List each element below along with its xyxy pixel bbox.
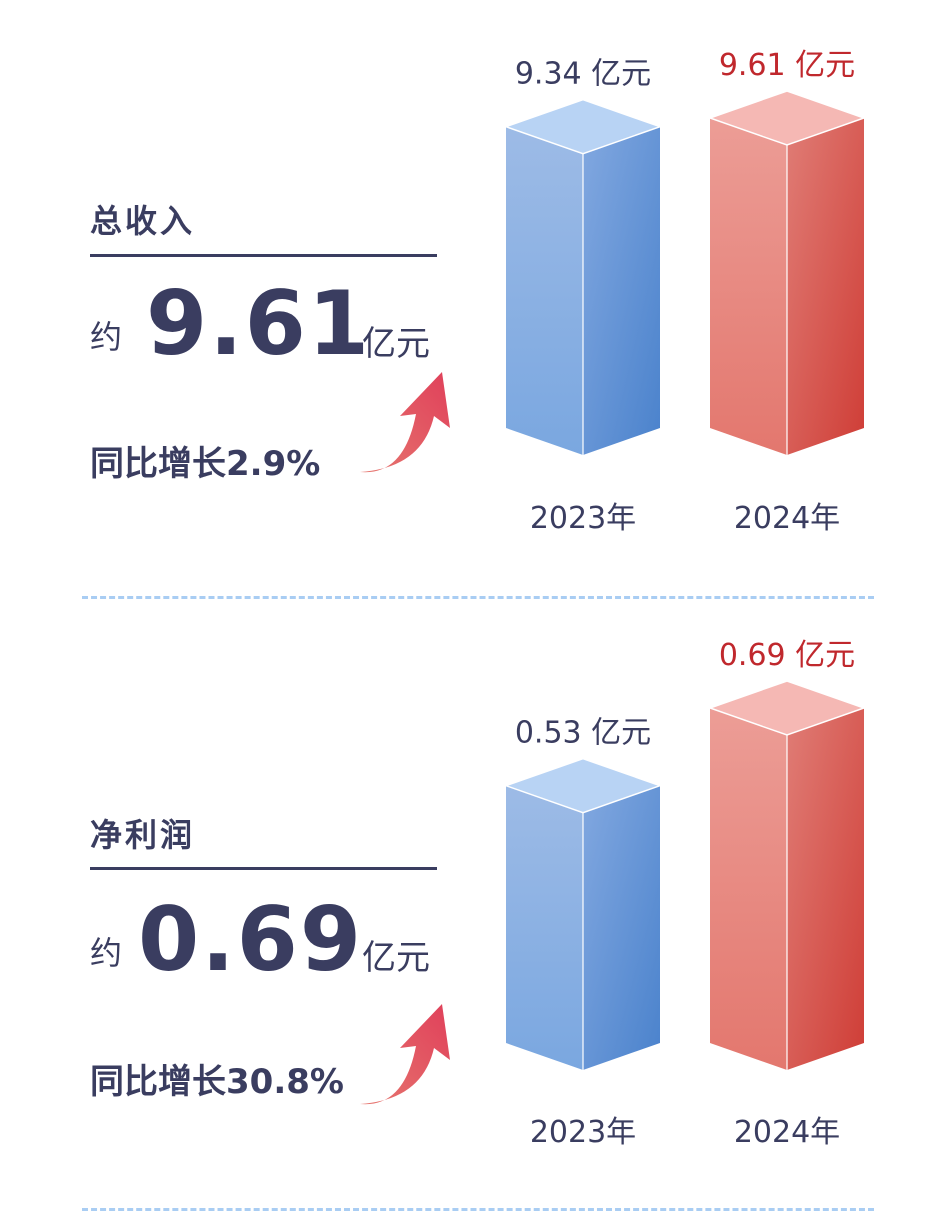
net-profit-bar-chart: 0.53 亿元 2023年 0.69 亿元 2024年 [503,638,867,1150]
bar-2023年 [503,98,663,455]
bar-top-face [503,98,663,155]
approx-label: 约 [90,934,123,972]
revenue-panel: 总收入 约 9.61 亿元 同比增长2.9% 9.34 亿元 2023年 9.61 … [0,0,948,590]
bar-left-face [710,708,787,1070]
bar-2024年 [707,680,867,1070]
category-label: 2023年 [530,1115,636,1150]
revenue-bar-chart: 9.34 亿元 2023年 9.61 亿元 2024年 [503,48,867,536]
title-underline [90,867,437,870]
metric-title: 总收入 [90,202,196,240]
net-profit-panel: 净利润 约 0.69 亿元 同比增长30.8% 0.53 亿元 2023年 0.69… [0,610,948,1200]
section-divider [82,1208,874,1211]
growth-rate: 同比增长2.9% [90,444,321,484]
growth-arrow-icon [360,372,450,473]
bar-left-face [710,118,787,455]
bar-top-face [707,90,867,146]
category-label: 2023年 [530,501,636,536]
growth-arrow-icon [360,1004,450,1105]
bar-top-face [503,757,663,814]
bar-right-face [787,118,864,455]
bar-2024年 [707,90,867,455]
bar-value-label: 9.61 亿元 [719,48,855,83]
bar-2023年 [503,757,663,1070]
headline-value: 0.69 [138,888,364,991]
approx-label: 约 [90,318,123,356]
title-underline [90,254,437,257]
metric-title: 净利润 [90,816,196,854]
bar-left-face [506,785,583,1070]
headline-unit: 亿元 [362,938,430,978]
bar-top-face [707,680,867,736]
bar-right-face [583,126,660,455]
bar-value-label: 9.34 亿元 [515,57,651,92]
bar-left-face [506,126,583,455]
section-divider [82,596,874,599]
headline-value: 9.61 [146,272,372,375]
bar-value-label: 0.53 亿元 [515,716,651,751]
category-label: 2024年 [734,501,840,536]
bar-value-label: 0.69 亿元 [719,638,855,673]
bar-right-face [583,785,660,1070]
bar-right-face [787,708,864,1070]
headline-unit: 亿元 [362,324,430,364]
growth-rate: 同比增长30.8% [90,1062,344,1102]
category-label: 2024年 [734,1115,840,1150]
